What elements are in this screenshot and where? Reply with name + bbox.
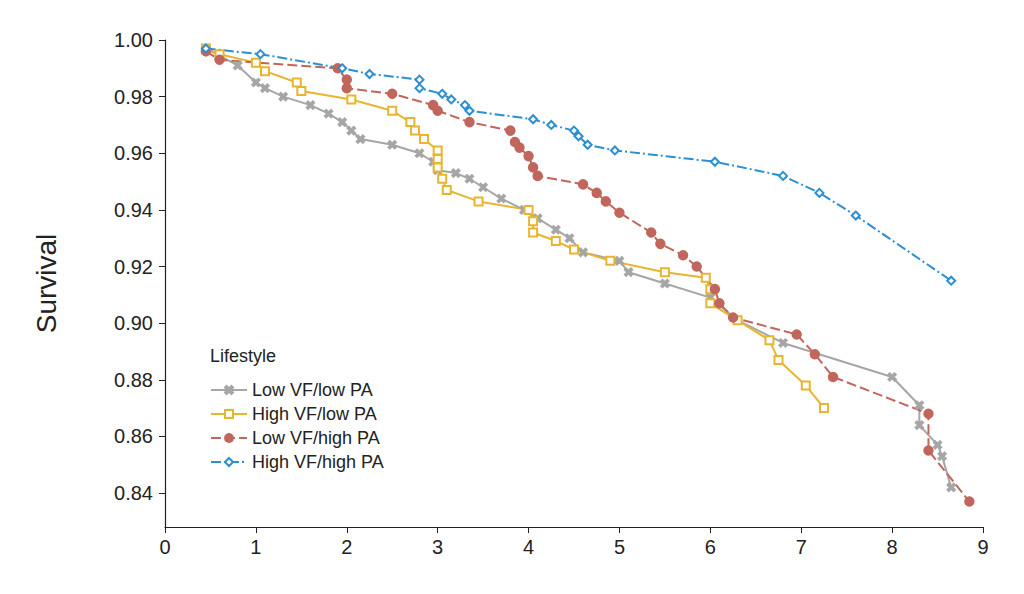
svg-text:Survival: Survival: [31, 234, 62, 334]
svg-text:Lifestyle: Lifestyle: [210, 346, 276, 366]
svg-text:0.86: 0.86: [114, 425, 153, 447]
svg-text:High VF/high PA: High VF/high PA: [252, 452, 384, 472]
svg-text:0.90: 0.90: [114, 312, 153, 334]
svg-text:High VF/low PA: High VF/low PA: [252, 404, 377, 424]
svg-text:4: 4: [523, 536, 534, 558]
svg-text:0.84: 0.84: [114, 482, 153, 504]
svg-text:8: 8: [887, 536, 898, 558]
svg-text:1: 1: [250, 536, 261, 558]
svg-text:5: 5: [614, 536, 625, 558]
svg-text:7: 7: [796, 536, 807, 558]
svg-text:6: 6: [705, 536, 716, 558]
svg-text:0.98: 0.98: [114, 86, 153, 108]
svg-text:2: 2: [341, 536, 352, 558]
svg-text:0.94: 0.94: [114, 199, 153, 221]
svg-text:0.92: 0.92: [114, 256, 153, 278]
svg-text:0: 0: [159, 536, 170, 558]
svg-text:3: 3: [432, 536, 443, 558]
svg-text:9: 9: [977, 536, 988, 558]
svg-text:Low VF/high PA: Low VF/high PA: [252, 428, 380, 448]
svg-text:0.96: 0.96: [114, 142, 153, 164]
svg-text:1.00: 1.00: [114, 29, 153, 51]
svg-text:0.88: 0.88: [114, 369, 153, 391]
svg-text:Low VF/low PA: Low VF/low PA: [252, 380, 373, 400]
